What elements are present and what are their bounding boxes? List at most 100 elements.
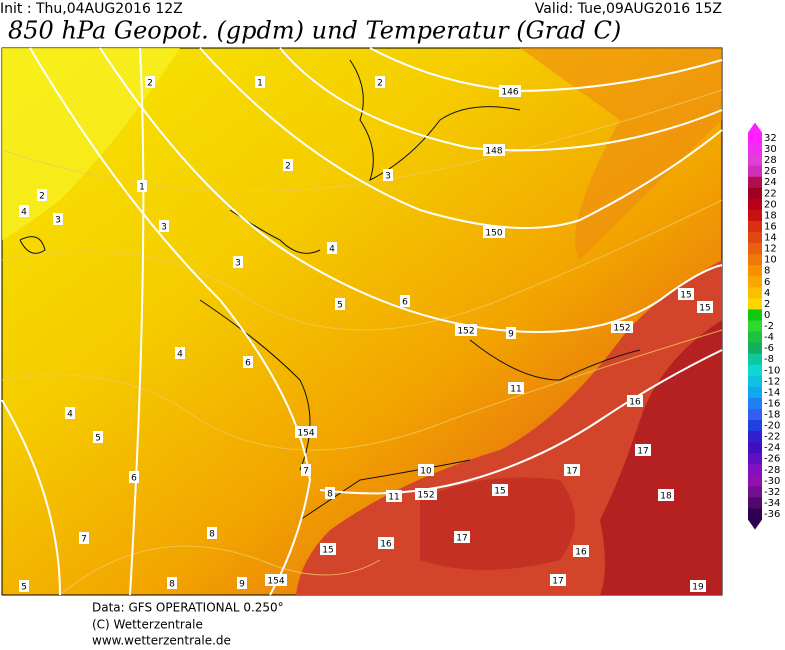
temperature-label-box: [19, 580, 29, 592]
colorbar-segment: [748, 220, 762, 233]
temperature-label-box: [243, 356, 253, 368]
temperature-label: 3: [235, 259, 241, 269]
temperature-label-box: [492, 484, 508, 496]
colorbar-segment: [748, 442, 762, 454]
temperature-label-box: [175, 347, 185, 359]
geopotential-label: 150: [485, 229, 502, 239]
temperature-label-box: [65, 407, 75, 419]
temperature-label: 15: [699, 304, 710, 314]
temperature-label-box: [159, 220, 169, 232]
temperature-label: 8: [169, 580, 175, 590]
temperature-label: 7: [81, 535, 87, 545]
temperature-label-box: [237, 577, 247, 589]
temperature-label: 11: [388, 493, 399, 503]
footer-url: www.wetterzentrale.de: [92, 634, 231, 647]
geopotential-label-box: [265, 574, 287, 586]
temperature-label-box: [454, 531, 470, 543]
colorbar-tick-label: 16: [764, 221, 777, 232]
footer-data: Data: GFS OPERATIONAL 0.250°: [92, 601, 284, 615]
temperature-label: 16: [575, 548, 587, 558]
temperature-label: 16: [629, 398, 641, 408]
colorbar-tick-label: -22: [764, 432, 780, 443]
temperature-label-box: [301, 464, 311, 476]
temperature-label-box: [508, 382, 524, 394]
geopotential-label: 148: [485, 147, 502, 157]
colorbar-tick-label: 12: [764, 244, 777, 255]
colorbar-tick-label: -28: [764, 465, 780, 476]
colorbar-tick-label: -4: [764, 332, 774, 343]
geopotential-label: 152: [457, 327, 474, 337]
colorbar-tick-label: -26: [764, 454, 780, 465]
colorbar-segment: [748, 364, 762, 377]
temperature-label-box: [418, 464, 434, 476]
colorbar-segment: [748, 165, 762, 178]
geopotential-label: 152: [613, 324, 630, 334]
colorbar-segment: [748, 431, 762, 443]
colorbar-segment: [748, 486, 762, 498]
temperature-label: 4: [329, 245, 335, 255]
temperature-label: 5: [337, 301, 343, 311]
geopotential-label-box: [295, 426, 317, 438]
colorbar-tick-label: 6: [764, 277, 770, 288]
temperature-label: 15: [322, 546, 333, 556]
colorbar-segment: [748, 475, 762, 487]
temperature-label: 3: [55, 216, 61, 226]
colorbar-segment: [748, 320, 762, 333]
geopotential-label-box: [499, 85, 521, 97]
temperature-label-box: [378, 537, 394, 549]
colorbar-tick-label: 2: [764, 299, 770, 310]
colorbar-tick-label: 32: [764, 133, 777, 144]
temperature-label-box: [550, 574, 566, 586]
temperature-label-box: [320, 543, 336, 555]
geopotential-label-box: [415, 488, 437, 500]
temperature-label: 15: [494, 487, 505, 497]
temperature-label-box: [145, 76, 155, 88]
map-title: 850 hPa Geopot. (gpdm) und Temperatur (G…: [8, 17, 621, 45]
temperature-label-box: [79, 532, 89, 544]
colorbar-tick-label: -2: [764, 321, 774, 332]
temperature-label: 4: [21, 208, 27, 218]
colorbar-segment: [748, 143, 762, 156]
geopotential-label: 154: [297, 429, 314, 439]
colorbar-segment: [748, 464, 762, 476]
colorbar-segment: [748, 265, 762, 277]
colorbar-tick-label: -32: [764, 487, 780, 498]
temperature-label: 17: [552, 577, 563, 587]
colorbar-segment: [748, 254, 762, 266]
temperature-label: 2: [377, 79, 383, 89]
colorbar-segment: [748, 386, 762, 399]
geopotential-label-box: [483, 226, 505, 238]
colorbar-tick-label: -36: [764, 509, 780, 520]
temperature-label: 4: [177, 350, 183, 360]
temperature-label: 17: [456, 534, 467, 544]
colorbar-tick-label: -24: [764, 443, 780, 454]
geopotential-label: 154: [267, 577, 284, 587]
colorbar-segment: [748, 420, 762, 432]
colorbar-tick-label: -16: [764, 398, 780, 409]
colorbar-tick-label: -18: [764, 410, 780, 421]
colorbar-segment: [748, 453, 762, 465]
temperature-label: 16: [380, 540, 392, 550]
temperature-label-box: [506, 327, 516, 339]
colorbar-segment: [748, 331, 762, 344]
temperature-label: 2: [39, 192, 45, 202]
geopotential-label: 146: [501, 88, 518, 98]
geopotential-label: 152: [417, 491, 434, 501]
colorbar-segment: [748, 342, 762, 355]
temperature-label-box: [327, 242, 337, 254]
temperature-label-box: [678, 288, 694, 300]
colorbar-tick-label: 30: [764, 144, 777, 155]
temperature-label-box: [383, 169, 393, 181]
colorbar-tick-label: 26: [764, 166, 777, 177]
colorbar-tick-label: 8: [764, 266, 770, 277]
colorbar-segment: [748, 408, 762, 421]
colorbar-tick-label: -30: [764, 476, 780, 487]
temperature-label: 9: [239, 580, 245, 590]
temperature-label: 3: [385, 172, 391, 182]
geopotential-label-box: [455, 324, 477, 336]
temperature-label-box: [37, 189, 47, 201]
temperature-label-box: [573, 545, 589, 557]
colorbar-segment: [748, 198, 762, 211]
temperature-label-box: [207, 527, 217, 539]
